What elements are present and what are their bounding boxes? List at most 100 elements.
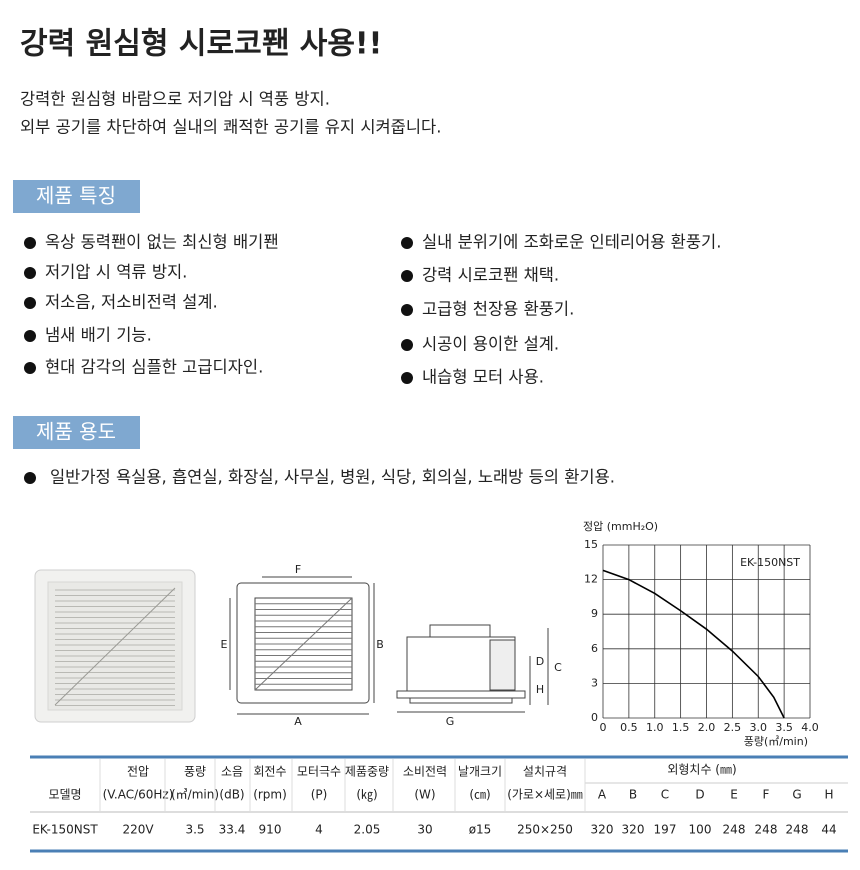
y-tick-label: 9 (591, 607, 598, 620)
table-header: 소비전력 (403, 765, 447, 779)
table-unit: D (695, 788, 704, 802)
table-header: 회전수 (253, 765, 286, 779)
dimension-label: F (295, 563, 301, 576)
annotation: EK-150NST (740, 556, 800, 569)
title: 강력 원심형 시로코퐨 사용!! (20, 27, 382, 62)
table-header: 모델명 (48, 788, 81, 802)
table-cell: 320 (591, 823, 614, 837)
x-tick-label: 0 (600, 721, 607, 734)
front-drawing (229, 576, 375, 715)
feature: 현대 감각의 심플한 고급디자인. (45, 358, 263, 377)
feature: 저기압 시 역류 방지. (45, 263, 187, 282)
table-cell: 248 (723, 823, 746, 837)
table-cell: 44 (821, 823, 836, 837)
side-drawing (396, 624, 549, 713)
table-header: 전압 (127, 765, 149, 779)
table-unit: (㎥/min) (171, 788, 219, 802)
dimension-label: B (376, 638, 384, 651)
table-unit: (㎝) (469, 788, 490, 802)
table-header: 날개크기 (458, 765, 502, 779)
table-header: 소음 (221, 765, 243, 779)
y-tick-label: 0 (591, 711, 598, 724)
table-cell: 320 (622, 823, 645, 837)
table-cell: 2.05 (354, 823, 381, 837)
grille-line (254, 597, 353, 691)
table-header: 제품중량 (345, 765, 389, 779)
y-axis-label: 정압 (mmH₂O) (583, 520, 658, 533)
section-heading: 제품 특징 (36, 184, 116, 208)
feature: 옥상 동력퐨이 없는 최신형 배기퐨 (45, 233, 279, 252)
table-cell: 248 (755, 823, 778, 837)
table-unit: F (763, 788, 770, 802)
intro-line: 강력한 원심형 바람으로 저기압 시 역풍 방지. (20, 90, 330, 109)
bullet (24, 330, 36, 342)
table-unit: (㎏) (356, 788, 377, 802)
table-unit: C (661, 788, 669, 802)
feature: 냄새 배기 기능. (45, 326, 152, 345)
section-tag (13, 416, 140, 449)
table-header: 풍량 (184, 765, 206, 779)
dimension-label: H (536, 683, 544, 696)
table-unit: (V.AC/60Hz) (103, 788, 174, 802)
table-cell: ø15 (469, 823, 492, 837)
table-unit: H (824, 788, 833, 802)
table-unit: E (730, 788, 738, 802)
section-tag (13, 180, 140, 213)
table-header: 모터극수 (297, 765, 341, 779)
table-unit: (rpm) (253, 788, 287, 802)
x-tick-label: 2.5 (724, 721, 742, 734)
product-photo (34, 569, 196, 723)
x-axis-label: 풍량(㎥/min) (744, 735, 808, 748)
table-unit: A (598, 788, 607, 802)
bullet (24, 472, 36, 484)
bullet (401, 372, 413, 384)
table-cell: 248 (786, 823, 809, 837)
section-heading: 제품 용도 (36, 420, 116, 444)
x-tick-label: 1.5 (672, 721, 690, 734)
table-unit: (dB) (219, 788, 244, 802)
table-cell: EK-150NST (32, 823, 98, 837)
dimension-label: C (554, 661, 562, 674)
dimension-label: A (294, 715, 302, 728)
feature: 내습형 모터 사용. (422, 368, 544, 387)
dimension-label: E (221, 638, 228, 651)
dimension-label: D (536, 655, 544, 668)
table-unit: (가로×세로)㎜ (507, 788, 583, 802)
bullet (24, 237, 36, 249)
bullet (401, 237, 413, 249)
table-cell: 250×250 (517, 823, 573, 837)
dimension-label: G (446, 715, 455, 728)
table-cell: 100 (689, 823, 712, 837)
table-cell: 910 (259, 823, 282, 837)
bullet (401, 270, 413, 282)
x-tick-label: 3.0 (750, 721, 768, 734)
feature: 강력 시로코퐨 채택. (422, 266, 559, 285)
table-unit: B (629, 788, 637, 802)
table-cell: 3.5 (185, 823, 204, 837)
table-unit: (P) (311, 788, 328, 802)
table-cell: 33.4 (219, 823, 246, 837)
usage-text: 일반가정 욕실용, 흡연실, 화장실, 사무실, 병원, 식당, 회의실, 노래… (50, 468, 615, 487)
table-header: 설치규격 (523, 765, 567, 779)
x-tick-label: 1.0 (646, 721, 664, 734)
y-tick-label: 6 (591, 642, 598, 655)
table-unit: G (792, 788, 801, 802)
x-tick-label: 0.5 (620, 721, 638, 734)
table-cell: 197 (654, 823, 677, 837)
table-cell: 220V (122, 823, 154, 837)
x-tick-label: 2.0 (698, 721, 716, 734)
bullet (401, 304, 413, 316)
feature: 시공이 용이한 설계. (422, 335, 559, 354)
intro-line: 외부 공기를 차단하여 실내의 쾌적한 공기를 유지 시켜줍니다. (20, 118, 441, 137)
bullet (401, 339, 413, 351)
bullet (24, 297, 36, 309)
bullet (24, 362, 36, 374)
feature: 실내 분위기에 조화로운 인테리어용 환풍기. (422, 233, 721, 252)
y-tick-label: 3 (591, 676, 598, 689)
feature: 고급형 천장용 환풍기. (422, 300, 574, 319)
x-tick-label: 3.5 (775, 721, 793, 734)
grille-line (54, 587, 176, 706)
curve (602, 569, 785, 719)
table-cell: 4 (315, 823, 323, 837)
